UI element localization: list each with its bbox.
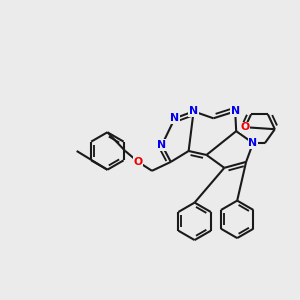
Text: O: O [241, 122, 250, 132]
Text: N: N [231, 106, 240, 116]
Text: N: N [157, 140, 167, 150]
Text: N: N [248, 138, 258, 148]
Text: O: O [134, 157, 143, 167]
Text: N: N [189, 106, 198, 116]
Text: N: N [170, 113, 179, 123]
